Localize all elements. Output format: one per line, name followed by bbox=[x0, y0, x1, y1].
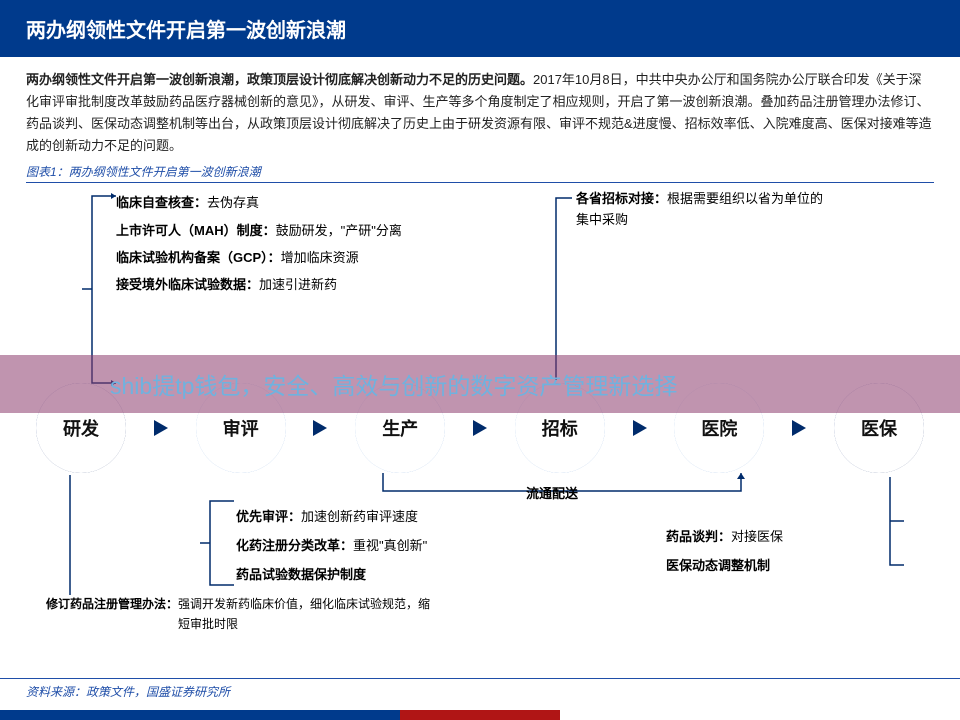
arrow-icon bbox=[154, 420, 168, 436]
chart-label: 图表1：两办纲领性文件开启第一波创新浪潮 bbox=[26, 163, 934, 180]
arrow-icon bbox=[633, 420, 647, 436]
list-item: 药品谈判：对接医保 bbox=[666, 523, 783, 552]
intro-bold: 两办纲领性文件开启第一波创新浪潮，政策顶层设计彻底解决创新动力不足的历史问题。 bbox=[26, 72, 533, 87]
list-item: 医保动态调整机制 bbox=[666, 552, 783, 581]
footer-bar-blue bbox=[0, 710, 400, 720]
bottom-right-list: 药品谈判：对接医保医保动态调整机制 bbox=[666, 523, 783, 580]
list-item: 药品试验数据保护制度 bbox=[236, 561, 427, 590]
top-right-list: 各省招标对接：根据需要组织以省为单位的集中采购 bbox=[576, 189, 836, 231]
list-item: 临床自查核查：去伪存真 bbox=[116, 189, 402, 216]
arrow-icon bbox=[473, 420, 487, 436]
footnote-text: 强调开发新药临床价值，细化临床试验规范，缩短审批时限 bbox=[178, 595, 438, 633]
header-title: 两办纲领性文件开启第一波创新浪潮 bbox=[0, 0, 960, 57]
footer-bars bbox=[0, 710, 960, 720]
intro-paragraph: 两办纲领性文件开启第一波创新浪潮，政策顶层设计彻底解决创新动力不足的历史问题。2… bbox=[26, 69, 934, 157]
list-item: 临床试验机构备案（GCP）：增加临床资源 bbox=[116, 244, 402, 271]
bracket-bottom-left bbox=[198, 473, 238, 593]
bracket-bottom-right bbox=[872, 473, 912, 573]
footnote: 修订药品注册管理办法：强调开发新药临床价值，细化临床试验规范，缩短审批时限 bbox=[46, 595, 438, 633]
watermark-text: shib提tp钱包，安全、高效与创新的数字资产管理新选择 bbox=[110, 367, 677, 401]
source-line: 资料来源：政策文件，国盛证券研究所 bbox=[0, 678, 960, 704]
list-item: 化药注册分类改革：重视"真创新" bbox=[236, 532, 427, 561]
footnote-bold: 修订药品注册管理办法： bbox=[46, 597, 178, 611]
top-left-list: 临床自查核查：去伪存真上市许可人（MAH）制度：鼓励研发，"产研"分离临床试验机… bbox=[116, 189, 402, 298]
flow-mid-label: 流通配送 bbox=[526, 483, 578, 502]
content-area: 两办纲领性文件开启第一波创新浪潮，政策顶层设计彻底解决创新动力不足的历史问题。2… bbox=[0, 57, 960, 621]
footer-bar-red bbox=[400, 710, 560, 720]
arrow-icon bbox=[792, 420, 806, 436]
list-item: 各省招标对接：根据需要组织以省为单位的集中采购 bbox=[576, 189, 836, 231]
bottom-left-list: 优先审评：加速创新药审评速度化药注册分类改革：重视"真创新"药品试验数据保护制度 bbox=[236, 503, 427, 589]
flow-diagram: 临床自查核查：去伪存真上市许可人（MAH）制度：鼓励研发，"产研"分离临床试验机… bbox=[26, 183, 934, 613]
arrow-icon bbox=[313, 420, 327, 436]
bracket-footnote bbox=[60, 473, 80, 599]
watermark-band: shib提tp钱包，安全、高效与创新的数字资产管理新选择 bbox=[0, 355, 960, 413]
list-item: 上市许可人（MAH）制度：鼓励研发，"产研"分离 bbox=[116, 217, 402, 244]
list-item: 优先审评：加速创新药审评速度 bbox=[236, 503, 427, 532]
footer-bar-white bbox=[560, 710, 960, 720]
list-item: 接受境外临床试验数据：加速引进新药 bbox=[116, 271, 402, 298]
